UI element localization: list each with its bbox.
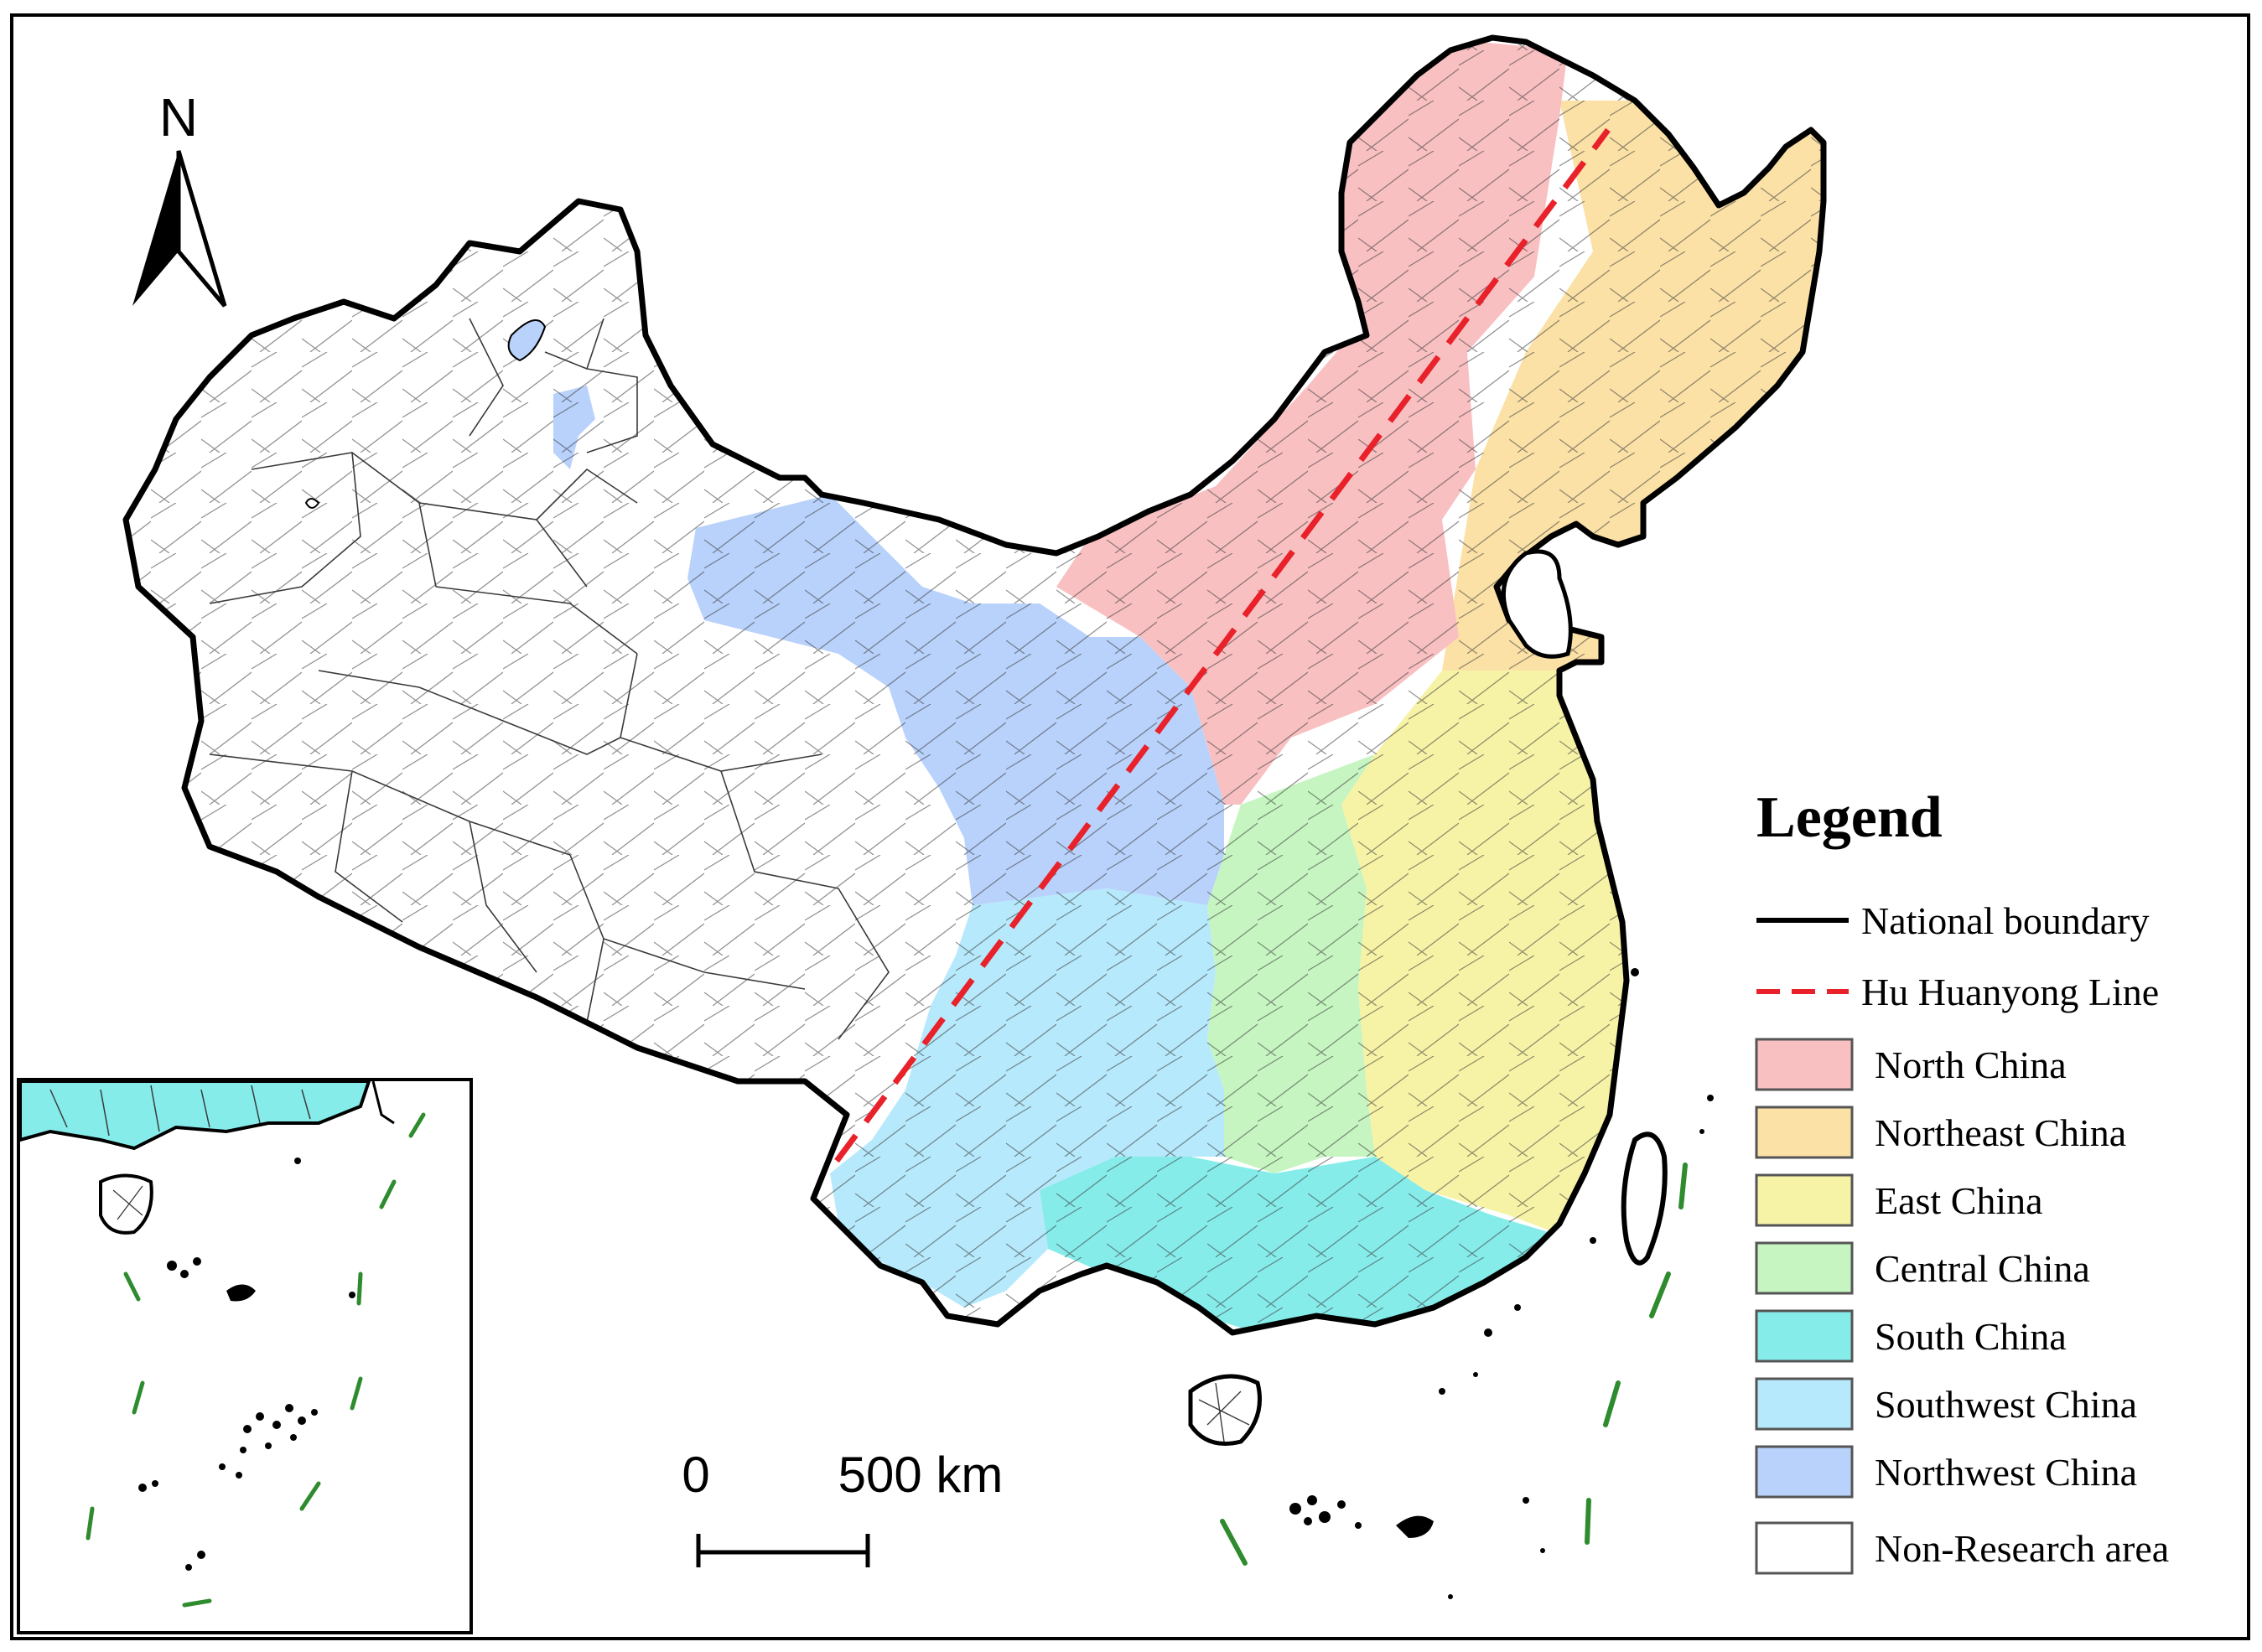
scale-bar: 0 500 km bbox=[682, 1447, 1003, 1567]
legend-symbol bbox=[1755, 1241, 1854, 1295]
legend-item-non-research-area: Non-Research area bbox=[1755, 1521, 2169, 1575]
south-china-sea-inset bbox=[17, 1078, 473, 1634]
north-arrow-icon bbox=[132, 150, 227, 308]
legend-symbol bbox=[1755, 1038, 1854, 1091]
legend-label: North China bbox=[1875, 1044, 2067, 1086]
legend-symbol bbox=[1755, 1309, 1854, 1363]
legend-label: East China bbox=[1875, 1179, 2043, 1222]
legend-label: Northeast China bbox=[1875, 1111, 2126, 1154]
legend-symbol bbox=[1755, 1377, 1854, 1431]
legend-item-north-china: North China bbox=[1755, 1038, 2067, 1091]
legend-label: South China bbox=[1875, 1315, 2067, 1358]
legend-item-central-china: Central China bbox=[1755, 1241, 2090, 1295]
legend-label: National boundary bbox=[1861, 899, 2150, 942]
legend-symbol bbox=[1755, 1521, 1854, 1575]
legend-item-national-boundary: National boundary bbox=[1756, 899, 2150, 942]
north-arrow: N bbox=[132, 87, 227, 308]
maritime-boundary bbox=[1220, 1163, 1688, 1566]
north-letter: N bbox=[159, 87, 198, 148]
legend-symbol bbox=[1755, 1445, 1854, 1499]
legend-item-east-china: East China bbox=[1755, 1173, 2043, 1227]
coastal-islets bbox=[1289, 968, 1714, 1599]
hainan-boundaries bbox=[1198, 1382, 1250, 1442]
inland-lakes bbox=[304, 319, 547, 509]
legend-symbol bbox=[1755, 1173, 1854, 1227]
legend-item-southwest-china: Southwest China bbox=[1755, 1377, 2137, 1431]
bohai-sea bbox=[1501, 549, 1573, 659]
taiwan-island bbox=[1621, 1132, 1668, 1266]
legend-label: Northwest China bbox=[1875, 1451, 2137, 1494]
legend-label: Non-Research area bbox=[1875, 1527, 2169, 1570]
legend-item-northeast-china: Northeast China bbox=[1755, 1106, 2126, 1159]
legend-label: Central China bbox=[1875, 1247, 2090, 1290]
legend-symbol bbox=[1755, 1106, 1854, 1159]
legend: Legend National boundary Hu Huanyong Line… bbox=[1755, 785, 2169, 1575]
legend-title: Legend bbox=[1756, 785, 1943, 850]
scale-distance-label: 500 km bbox=[838, 1447, 1004, 1503]
hainan-island bbox=[1188, 1374, 1262, 1446]
legend-item-south-china: South China bbox=[1755, 1309, 2067, 1363]
legend-label: Hu Huanyong Line bbox=[1861, 971, 2159, 1013]
scale-zero-label: 0 bbox=[682, 1447, 709, 1503]
legend-item-hu-huanyong-line: Hu Huanyong Line bbox=[1756, 971, 2159, 1013]
legend-item-northwest-china: Northwest China bbox=[1755, 1445, 2137, 1499]
hu-huanyong-line bbox=[834, 127, 1611, 1163]
legend-label: Southwest China bbox=[1875, 1383, 2137, 1426]
